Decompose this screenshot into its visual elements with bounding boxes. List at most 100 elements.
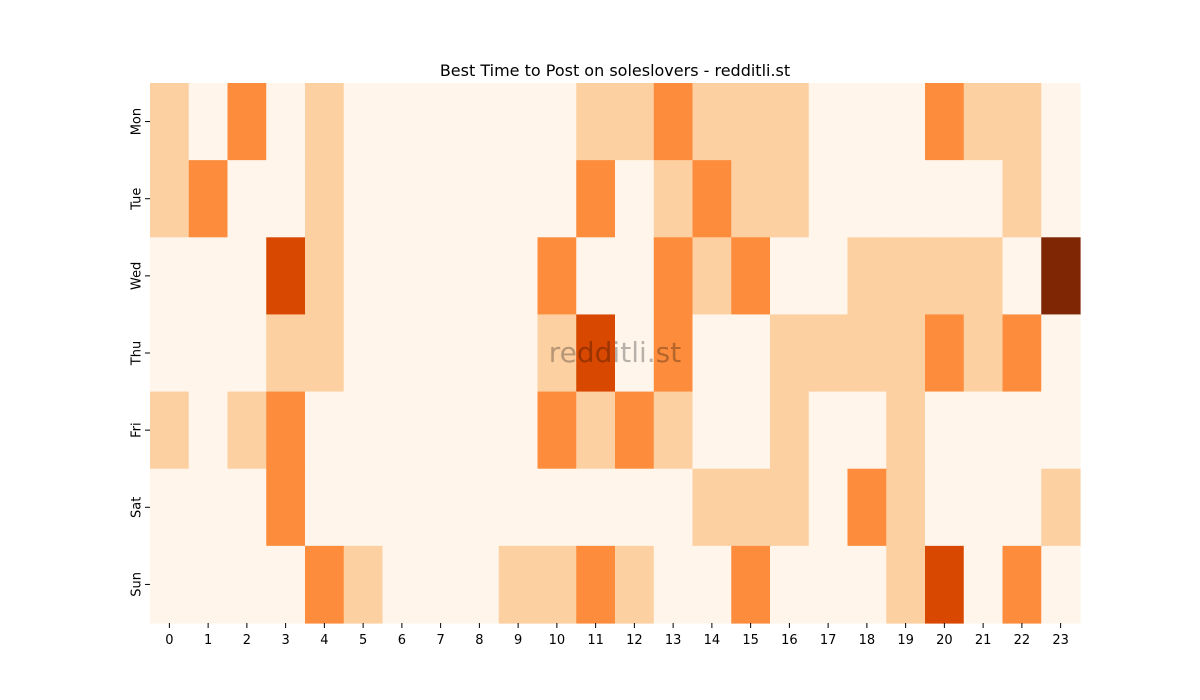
heatmap-cell	[421, 314, 461, 393]
heatmap-cell	[615, 468, 655, 547]
heatmap-cell	[305, 160, 345, 238]
heatmap-cell	[653, 391, 694, 470]
heatmap-cell	[266, 83, 306, 161]
heatmap-cell	[615, 83, 655, 161]
heatmap-cell	[615, 237, 655, 316]
x-tick-label: 20	[936, 633, 953, 648]
heatmap-cell	[305, 468, 345, 547]
heatmap-cell	[343, 237, 384, 316]
heatmap-cell	[576, 314, 616, 393]
x-tick-label: 9	[514, 633, 522, 648]
heatmap-cell	[382, 314, 422, 393]
y-tick-label: Tue	[130, 188, 145, 211]
heatmap-cell	[305, 314, 345, 393]
x-tick-label: 16	[781, 633, 798, 648]
heatmap-cell	[188, 468, 229, 547]
heatmap-cell	[886, 160, 926, 238]
heatmap-cell	[886, 545, 926, 624]
heatmap-cell	[692, 160, 732, 238]
heatmap-cell	[305, 391, 345, 470]
heatmap-cell	[343, 83, 384, 161]
heatmap-cell	[847, 391, 887, 470]
heatmap-cell	[963, 468, 1004, 547]
heatmap-cell	[227, 314, 267, 393]
heatmap-cell	[460, 468, 500, 547]
heatmap-cell	[498, 391, 539, 470]
heatmap-cell	[537, 83, 577, 161]
heatmap-cell	[886, 391, 926, 470]
heatmap-cell	[266, 160, 306, 238]
heatmap-cell	[382, 391, 422, 470]
heatmap-cell	[731, 545, 771, 624]
heatmap-cell	[963, 237, 1004, 316]
heatmap-cell	[460, 83, 500, 161]
heatmap-cell	[692, 545, 732, 624]
heatmap-cell	[188, 391, 229, 470]
heatmap-cell	[343, 468, 384, 547]
heatmap-cell	[808, 237, 849, 316]
x-tick-label: 15	[742, 633, 759, 648]
x-axis-ticks: 0 1 2 3 4 5 6 7 8 9 10 11 12 13 14 15 16 17 18 19 20 21 22 23	[165, 623, 1069, 648]
heatmap-cell	[498, 237, 539, 316]
heatmap-cell	[382, 83, 422, 161]
x-tick-label: 19	[897, 633, 914, 648]
x-tick-label: 14	[704, 633, 721, 648]
heatmap-cell	[886, 237, 926, 316]
heatmap-cell	[537, 545, 577, 624]
heatmap-cell	[460, 545, 500, 624]
heatmap-cell	[653, 314, 694, 393]
heatmap-cell	[731, 237, 771, 316]
heatmap-cell	[925, 237, 965, 316]
x-tick-label: 0	[165, 633, 173, 648]
heatmap-cell	[653, 160, 694, 238]
heatmap-cell	[847, 83, 887, 161]
heatmap-cell	[1041, 160, 1081, 238]
heatmap-cell	[576, 160, 616, 238]
heatmap-cell	[1002, 468, 1042, 547]
heatmap-cell	[731, 391, 771, 470]
heatmap-cell	[770, 391, 810, 470]
heatmap-cell	[770, 237, 810, 316]
heatmap-cell	[770, 314, 810, 393]
heatmap-cell	[1041, 391, 1081, 470]
heatmap-cell	[421, 160, 461, 238]
heatmap-cell	[731, 160, 771, 238]
heatmap-cell	[847, 545, 887, 624]
heatmap-cell	[963, 545, 1004, 624]
heatmap-cell	[343, 391, 384, 470]
heatmap-cell	[770, 468, 810, 547]
heatmap-cell	[731, 468, 771, 547]
heatmap-cell	[150, 391, 190, 470]
heatmap-cell	[925, 468, 965, 547]
heatmap-cell	[266, 237, 306, 316]
y-axis-ticks: Mon Tue Wed Thu Fri Sat Sun	[130, 108, 150, 597]
x-tick-label: 11	[587, 633, 604, 648]
heatmap-cell	[576, 468, 616, 547]
heatmap-cell	[770, 160, 810, 238]
heatmap-cell	[421, 83, 461, 161]
heatmap-cell	[847, 237, 887, 316]
heatmap-cell	[150, 83, 190, 161]
heatmap-cell	[498, 545, 539, 624]
y-tick-label: Thu	[130, 341, 145, 366]
y-tick-label: Wed	[130, 262, 145, 290]
heatmap-cell	[498, 83, 539, 161]
heatmap-cell	[615, 314, 655, 393]
heatmap-cell	[808, 83, 849, 161]
heatmap-cell	[537, 391, 577, 470]
heatmap-cell	[886, 83, 926, 161]
heatmap-cell	[963, 314, 1004, 393]
x-tick-label: 17	[820, 633, 837, 648]
y-tick-label: Mon	[130, 108, 145, 135]
heatmap-cell	[1002, 545, 1042, 624]
heatmap-cell	[382, 545, 422, 624]
heatmap-cell	[653, 545, 694, 624]
x-tick-label: 5	[359, 633, 367, 648]
heatmap-cell	[615, 391, 655, 470]
heatmap-cell	[537, 237, 577, 316]
heatmap-cell	[460, 160, 500, 238]
heatmap-cell	[343, 314, 384, 393]
heatmap-cell	[227, 83, 267, 161]
heatmap-cell	[266, 391, 306, 470]
heatmap-cell	[266, 468, 306, 547]
